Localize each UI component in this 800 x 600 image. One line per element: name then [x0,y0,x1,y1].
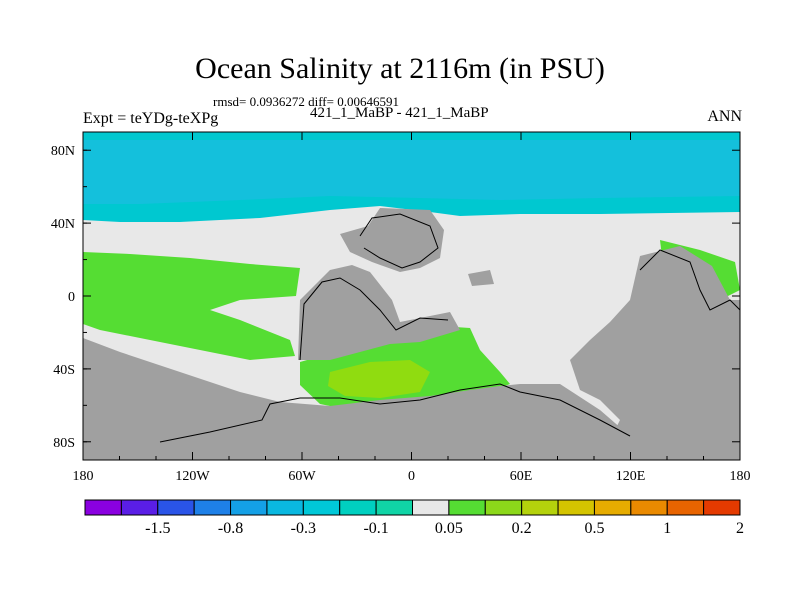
negative-region-north-inner [83,140,740,204]
colorbar-swatch [84,499,122,516]
colorbar-swatch [157,499,195,516]
colorbar-swatch [120,499,159,516]
coastline-asia [639,249,741,311]
subtitle: 421_1_MaBP - 421_1_MaBP [310,105,489,121]
season-label: ANN [707,108,742,125]
colorbar-swatch [448,499,486,516]
y-tick-label: 40S [53,363,75,378]
colorbar-swatch [593,499,632,516]
colorbar-swatch [193,499,232,516]
land-small-island [468,270,494,286]
colorbar: -1.5 -0.8 -0.3 -0.1 0.05 0.2 0.5 1 2 [84,499,744,537]
colorbar-swatch [703,499,741,516]
colorbar-label: -0.1 [363,520,388,537]
coastline-europe [359,213,439,269]
colorbar-label: 1 [663,520,671,537]
x-tick-label: 60E [510,469,533,484]
land-americas [298,265,460,360]
x-axis: 180 120W 60W 0 60E 120E 180 [73,132,751,484]
colorbar-swatch [230,499,268,516]
colorbar-label: -1.5 [145,520,170,537]
coastline-antarctica [159,383,631,443]
colorbar-label: -0.3 [291,520,316,537]
y-tick-label: 80S [53,436,75,451]
colorbar-label: 2 [736,520,744,537]
colorbar-swatch [412,499,450,516]
colorbar-swatch [630,499,668,516]
x-tick-label: 120E [616,469,646,484]
y-tick-label: 80N [51,144,75,159]
coastline-americas [299,277,449,361]
experiment-label: Expt = teYDg-teXPg [83,110,219,127]
positive-region-atlantic-core [328,360,430,398]
y-tick-label: 40N [51,217,75,232]
x-tick-label: 180 [730,469,751,484]
colorbar-swatch [521,499,559,516]
colorbar-swatch [375,499,414,516]
map-plot [82,131,741,461]
colorbar-label: 0.2 [512,520,532,537]
colorbar-label: -0.8 [218,520,243,537]
colorbar-swatch [266,499,304,516]
stats-label: rmsd= 0.0936272 diff= 0.00646591 [213,94,399,109]
x-tick-label: 60W [288,469,316,484]
colorbar-label: 0.5 [584,520,604,537]
x-tick-label: 120W [175,469,210,484]
x-tick-label: 180 [73,469,94,484]
page-title: Ocean Salinity at 2116m (in PSU) [195,52,605,85]
x-tick-label: 0 [408,469,415,484]
colorbar-swatch [666,499,705,516]
colorbar-swatch [339,499,377,516]
land-antarctica [83,338,740,460]
colorbar-label: 0.05 [435,520,463,537]
positive-region-pacific [83,252,300,360]
colorbar-swatch [484,499,523,516]
y-axis: 80N 40N 0 40S 80S [51,144,740,451]
land-europe [340,208,444,272]
y-tick-label: 0 [68,290,75,305]
land-asia-australia [570,246,740,460]
colorbar-swatch [557,499,595,516]
colorbar-swatch [302,499,341,516]
